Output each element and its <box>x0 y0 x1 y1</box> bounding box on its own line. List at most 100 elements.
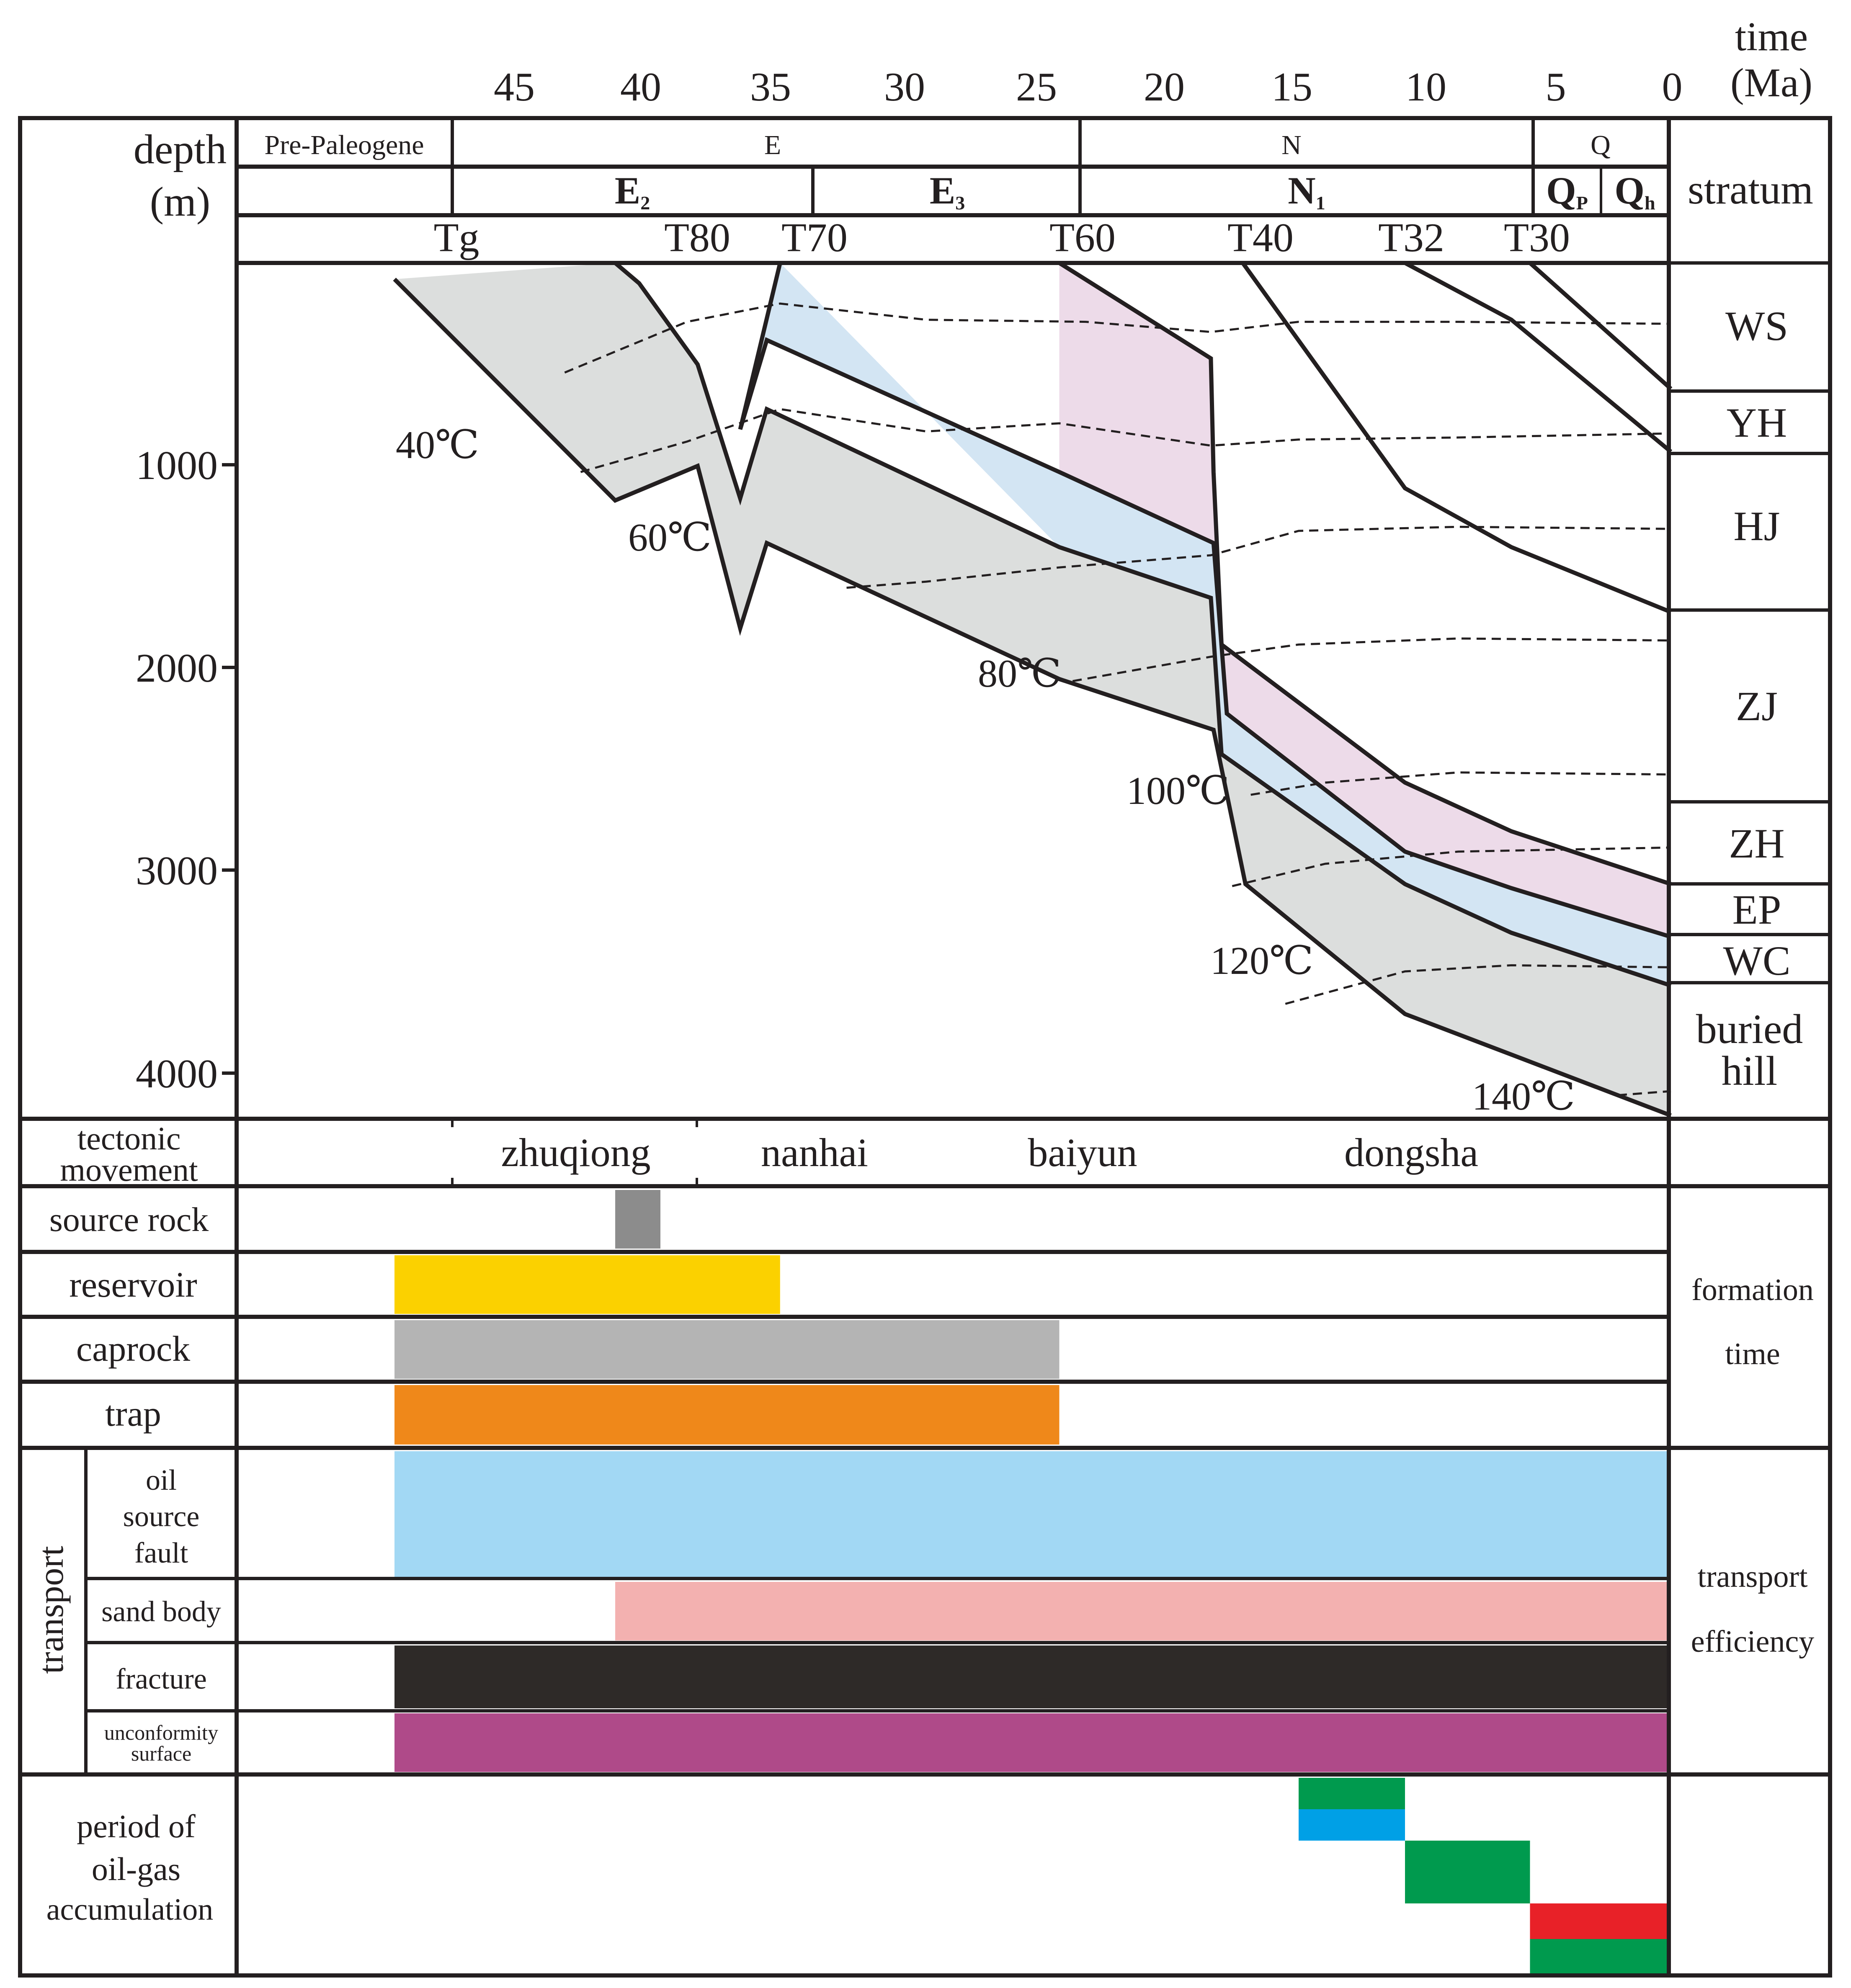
isotherm-label: 80℃ <box>978 652 1061 695</box>
element-row-label: trap <box>105 1393 161 1434</box>
isotherm-label: 40℃ <box>396 423 479 467</box>
formation-label: HJ <box>1733 503 1780 549</box>
accumulation-block-0 <box>1299 1778 1405 1809</box>
horizon-label: T60 <box>1049 215 1116 260</box>
accumulation-label: oil-gas <box>92 1851 180 1887</box>
isotherm-0 <box>564 302 1671 374</box>
time-axis-title-1: time <box>1735 14 1808 59</box>
time-axis-title-2: (Ma) <box>1730 60 1812 106</box>
transport-bar-3 <box>394 1713 1668 1772</box>
burial-curve-T30 <box>1529 261 1673 391</box>
tectonic-event: zhuqiong <box>501 1130 650 1175</box>
formation-label: ZJ <box>1736 683 1778 729</box>
transport-group-label: transport <box>31 1546 71 1674</box>
stratum-label: stratum <box>1688 166 1813 213</box>
formation-time-label-1: formation <box>1691 1273 1814 1307</box>
accumulation-block-1 <box>1299 1809 1405 1841</box>
formation-time-label-2: time <box>1725 1337 1780 1371</box>
epoch-label: Qh <box>1614 169 1655 214</box>
burial-curve-T40 <box>1241 262 1672 614</box>
tectonic-event: baiyun <box>1028 1130 1137 1175</box>
epoch-label: QP <box>1546 169 1588 214</box>
depth-tick-label: 2000 <box>136 646 218 691</box>
isotherm-7 <box>1617 1090 1671 1097</box>
burial-curve-T80 <box>614 261 1672 988</box>
element-row-label: source rock <box>49 1200 209 1239</box>
transport-row-label: unconformity <box>104 1721 218 1744</box>
period-label: Q <box>1591 130 1611 160</box>
formation-label: YH <box>1727 399 1787 446</box>
period-label: Pre-Paleogene <box>264 130 424 160</box>
period-label: N <box>1281 130 1302 160</box>
burial-curve-Tg <box>393 278 1672 1118</box>
time-tick-label: 35 <box>750 64 791 110</box>
depth-axis-title-1: depth <box>134 126 227 173</box>
tectonic-event: dongsha <box>1344 1130 1478 1175</box>
element-bar-3 <box>394 1385 1060 1445</box>
tectonic-label-2: movement <box>60 1151 198 1188</box>
horizon-label: T80 <box>664 215 730 260</box>
isotherm-label: 140℃ <box>1472 1075 1575 1118</box>
transport-row-label: fault <box>134 1537 188 1569</box>
depth-tick-label: 4000 <box>136 1051 218 1097</box>
transport-row-label: oil <box>146 1464 177 1496</box>
transport-efficiency-label-2: efficiency <box>1691 1625 1814 1659</box>
accumulation-label: period of <box>77 1808 196 1844</box>
event-bars <box>394 1190 1668 1973</box>
transport-row-label: source <box>123 1501 200 1533</box>
formation-label: WC <box>1723 937 1790 984</box>
tectonic-label-1: tectonic <box>77 1120 181 1156</box>
transport-row-label: sand body <box>101 1596 221 1628</box>
burial-curve-T70 <box>738 262 1672 939</box>
epoch-label: E2 <box>615 169 650 214</box>
isotherm-6 <box>1285 964 1671 1005</box>
transport-bar-1 <box>615 1582 1668 1640</box>
time-tick-label: 10 <box>1405 64 1446 110</box>
time-tick-label: 40 <box>620 64 661 110</box>
depth-tick-label: 3000 <box>136 848 218 894</box>
accumulation-block-2 <box>1405 1841 1530 1903</box>
element-row-label: reservoir <box>69 1264 197 1305</box>
transport-efficiency-label-1: transport <box>1697 1560 1807 1594</box>
time-tick-label: 20 <box>1144 64 1185 110</box>
time-tick-label: 15 <box>1271 64 1312 110</box>
horizon-label: Tg <box>434 215 480 260</box>
horizon-label: T32 <box>1378 215 1444 260</box>
element-bar-1 <box>394 1255 780 1314</box>
isotherm-2 <box>846 525 1671 589</box>
horizon-label: T70 <box>781 215 848 260</box>
isotherm-label: 100℃ <box>1127 769 1230 813</box>
accumulation-label: accumulation <box>46 1893 214 1927</box>
formation-label: WS <box>1725 303 1788 349</box>
time-tick-label: 25 <box>1016 64 1057 110</box>
band-upper-0 <box>740 263 1671 986</box>
element-bar-0 <box>615 1190 660 1249</box>
epoch-label: N1 <box>1288 169 1325 214</box>
accumulation-block-4 <box>1530 1939 1668 1973</box>
transport-bar-0 <box>394 1451 1668 1577</box>
accumulation-block-3 <box>1530 1903 1668 1939</box>
element-bar-2 <box>394 1320 1060 1379</box>
formation-label: ZH <box>1729 820 1784 867</box>
formation-label: EP <box>1732 886 1781 933</box>
time-tick-label: 30 <box>884 64 925 110</box>
depth-axis-title-2: (m) <box>150 178 210 225</box>
isotherm-label: 120℃ <box>1210 939 1313 983</box>
time-tick-label: 0 <box>1662 64 1683 110</box>
burial-curve-T32 <box>1404 261 1673 453</box>
tectonic-event: nanhai <box>761 1130 868 1175</box>
period-label: E <box>764 130 781 160</box>
formation-label-buried-hill: buried hill <box>1696 1008 1803 1092</box>
element-row-label: caprock <box>76 1329 190 1369</box>
epoch-label: E3 <box>930 169 965 214</box>
band-base <box>394 263 1671 1116</box>
horizon-label: T40 <box>1227 215 1294 260</box>
isotherm-4 <box>1250 771 1671 796</box>
burial-curve-T60 <box>1058 261 1672 886</box>
transport-bar-2 <box>394 1646 1668 1708</box>
transport-row-label: fracture <box>116 1663 207 1695</box>
isotherm-label: 60℃ <box>628 516 712 559</box>
isotherm-3 <box>1072 637 1671 682</box>
burial-curves <box>393 261 1673 1118</box>
